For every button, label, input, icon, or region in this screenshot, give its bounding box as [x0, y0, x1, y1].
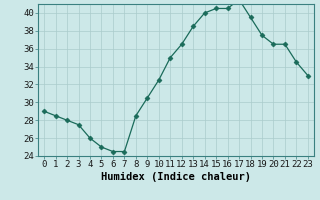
X-axis label: Humidex (Indice chaleur): Humidex (Indice chaleur)	[101, 172, 251, 182]
